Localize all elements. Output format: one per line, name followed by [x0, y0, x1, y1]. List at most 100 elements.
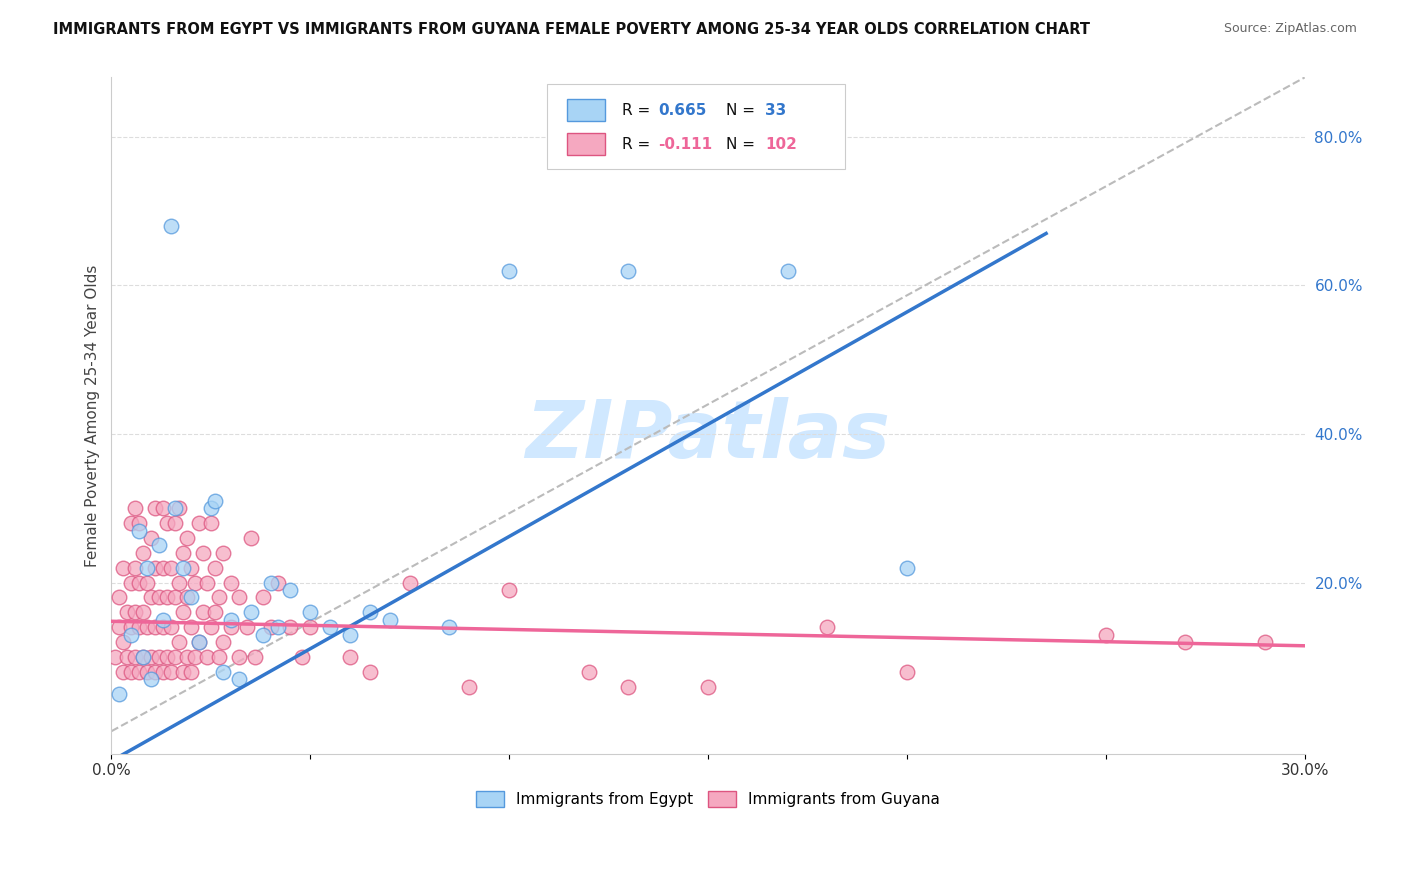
- Point: [195, 575, 218, 590]
- Point: [191, 605, 214, 619]
- Point: [1174, 635, 1197, 649]
- Text: Source: ZipAtlas.com: Source: ZipAtlas.com: [1223, 22, 1357, 36]
- Point: [156, 591, 179, 605]
- Point: [152, 561, 174, 575]
- Point: [124, 561, 146, 575]
- Text: 0.665: 0.665: [658, 103, 706, 118]
- Point: [112, 635, 135, 649]
- FancyBboxPatch shape: [567, 99, 606, 121]
- Point: [184, 649, 207, 664]
- Point: [180, 620, 202, 634]
- Point: [339, 627, 361, 641]
- Point: [191, 546, 214, 560]
- Point: [141, 672, 163, 686]
- Point: [208, 649, 231, 664]
- Point: [132, 605, 155, 619]
- Text: R =: R =: [621, 103, 655, 118]
- Point: [152, 620, 174, 634]
- Text: R =: R =: [621, 136, 655, 152]
- Point: [124, 501, 146, 516]
- Point: [267, 575, 290, 590]
- Point: [458, 680, 481, 694]
- Point: [172, 546, 194, 560]
- Point: [148, 539, 170, 553]
- Point: [152, 501, 174, 516]
- Point: [211, 665, 233, 679]
- Point: [156, 516, 179, 531]
- Point: [167, 501, 190, 516]
- Point: [195, 649, 218, 664]
- Point: [141, 649, 163, 664]
- Point: [143, 620, 166, 634]
- FancyBboxPatch shape: [547, 84, 845, 169]
- Text: ZIPatlas: ZIPatlas: [526, 397, 890, 475]
- Point: [219, 620, 242, 634]
- Point: [776, 263, 799, 277]
- Point: [148, 591, 170, 605]
- Point: [204, 561, 226, 575]
- Point: [160, 620, 183, 634]
- Point: [243, 649, 266, 664]
- Point: [228, 591, 250, 605]
- Point: [160, 665, 183, 679]
- Point: [187, 635, 209, 649]
- Point: [219, 575, 242, 590]
- Point: [160, 561, 183, 575]
- Point: [219, 613, 242, 627]
- Text: N =: N =: [725, 136, 759, 152]
- Point: [143, 561, 166, 575]
- Point: [239, 531, 262, 545]
- Point: [1094, 627, 1116, 641]
- Point: [165, 501, 187, 516]
- Point: [187, 635, 209, 649]
- Point: [165, 649, 187, 664]
- Point: [228, 649, 250, 664]
- Point: [176, 591, 198, 605]
- Point: [299, 620, 322, 634]
- Point: [280, 620, 302, 634]
- Legend: Immigrants from Egypt, Immigrants from Guyana: Immigrants from Egypt, Immigrants from G…: [470, 785, 946, 814]
- Point: [697, 680, 720, 694]
- Point: [498, 583, 520, 598]
- Point: [124, 649, 146, 664]
- FancyBboxPatch shape: [567, 133, 606, 155]
- Point: [211, 546, 233, 560]
- Point: [200, 516, 222, 531]
- Point: [228, 672, 250, 686]
- Point: [252, 591, 274, 605]
- Point: [167, 635, 190, 649]
- Point: [896, 561, 918, 575]
- Point: [896, 665, 918, 679]
- Point: [108, 687, 131, 701]
- Point: [108, 620, 131, 634]
- Point: [359, 605, 381, 619]
- Point: [132, 649, 155, 664]
- Point: [120, 516, 142, 531]
- Point: [180, 665, 202, 679]
- Point: [815, 620, 838, 634]
- Point: [128, 524, 150, 538]
- Point: [143, 501, 166, 516]
- Point: [200, 501, 222, 516]
- Point: [204, 494, 226, 508]
- Point: [120, 627, 142, 641]
- Point: [128, 516, 150, 531]
- Point: [439, 620, 461, 634]
- Point: [176, 649, 198, 664]
- Text: IMMIGRANTS FROM EGYPT VS IMMIGRANTS FROM GUYANA FEMALE POVERTY AMONG 25-34 YEAR : IMMIGRANTS FROM EGYPT VS IMMIGRANTS FROM…: [53, 22, 1091, 37]
- Point: [172, 561, 194, 575]
- Point: [120, 575, 142, 590]
- Point: [156, 649, 179, 664]
- Text: 33: 33: [765, 103, 786, 118]
- Point: [128, 620, 150, 634]
- Point: [120, 665, 142, 679]
- Point: [259, 620, 281, 634]
- Point: [128, 665, 150, 679]
- Point: [165, 516, 187, 531]
- Point: [172, 605, 194, 619]
- Point: [187, 516, 209, 531]
- Point: [117, 605, 139, 619]
- Point: [235, 620, 257, 634]
- Point: [148, 649, 170, 664]
- Point: [117, 649, 139, 664]
